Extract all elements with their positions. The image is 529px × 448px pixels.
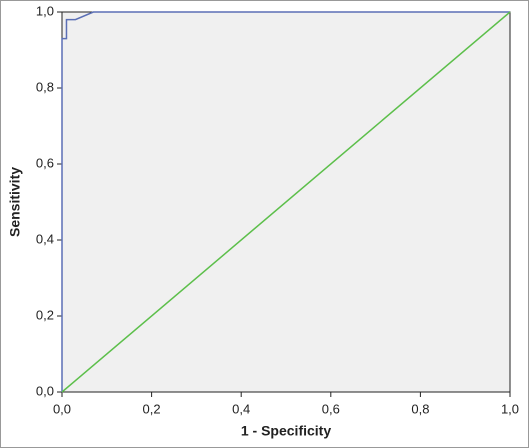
x-axis-title: 1 - Specificity [241,423,331,439]
x-tick-label: 0,6 [322,401,340,416]
y-tick-label: 0,8 [36,79,54,94]
x-tick-label: 0,4 [232,401,250,416]
y-tick-label: 0,4 [36,231,54,246]
y-tick-label: 0,0 [36,383,54,398]
y-tick-label: 1,0 [36,3,54,18]
x-tick-label: 0,8 [411,401,429,416]
series-line [61,11,511,393]
y-tick-label: 0,2 [36,307,54,322]
y-axis-title: Sensitivity [7,167,23,237]
series-line [61,11,510,392]
x-tick-label: 0,2 [143,401,161,416]
x-tick-label: 1,0 [501,401,519,416]
y-tick-label: 0,6 [36,155,54,170]
x-tick-label: 0,0 [53,401,71,416]
